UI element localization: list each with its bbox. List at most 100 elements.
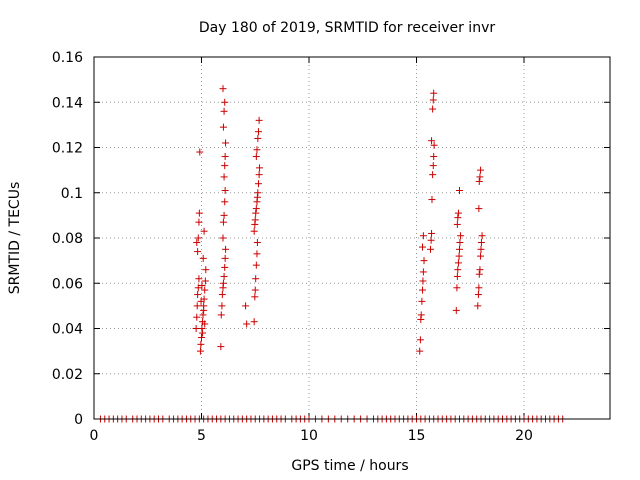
data-point — [475, 205, 483, 213]
data-point — [420, 257, 428, 265]
data-point — [194, 248, 202, 256]
data-point — [419, 268, 427, 276]
data-point — [419, 232, 427, 240]
data-point — [475, 177, 483, 185]
data-point — [193, 302, 201, 310]
data-point — [418, 297, 426, 305]
data-point — [195, 218, 203, 226]
data-point — [252, 209, 260, 217]
chart-title: Day 180 of 2019, SRMTID for receiver inv… — [199, 20, 495, 36]
x-tick-label: 10 — [300, 428, 318, 444]
data-point — [195, 209, 203, 217]
data-point — [255, 171, 263, 179]
data-point — [427, 236, 435, 244]
data-point — [430, 89, 438, 97]
x-tick-labels: 0 5 10 15 20 — [90, 428, 533, 444]
data-point — [429, 105, 437, 113]
data-point — [430, 153, 438, 161]
data-point — [253, 250, 261, 258]
data-point — [454, 209, 462, 217]
data-point — [476, 266, 484, 274]
x-tick-label: 20 — [515, 428, 533, 444]
data-point — [475, 284, 483, 292]
data-point — [198, 282, 206, 290]
data-point — [201, 320, 209, 328]
data-point — [218, 302, 226, 310]
data-point — [251, 286, 259, 294]
data-point — [477, 252, 485, 260]
data-point — [477, 239, 485, 247]
data-point — [430, 141, 438, 149]
y-tick-label: 0.16 — [52, 50, 83, 66]
y-tick-label: 0.02 — [52, 367, 83, 383]
data-point — [220, 211, 228, 219]
data-point — [252, 261, 260, 269]
y-tick-label: 0.1 — [61, 186, 83, 202]
data-point — [428, 229, 436, 237]
data-point — [253, 146, 261, 154]
data-point — [222, 245, 230, 253]
data-point — [254, 180, 262, 188]
x-tick-label: 5 — [197, 428, 206, 444]
data-point — [453, 220, 461, 228]
data-point — [195, 275, 203, 283]
data-point — [201, 286, 209, 294]
y-tick-label: 0.06 — [52, 276, 83, 292]
x-axis-label: GPS time / hours — [291, 458, 408, 474]
plot-frame — [93, 56, 611, 420]
data-point — [252, 153, 260, 161]
data-point — [454, 214, 462, 222]
data-point — [201, 277, 209, 285]
data-point — [254, 128, 262, 136]
data-point — [198, 334, 205, 342]
data-point — [429, 162, 437, 170]
data-point — [194, 234, 202, 242]
data-point — [429, 171, 437, 179]
data-point — [475, 270, 483, 278]
data-point — [200, 227, 208, 235]
data-point — [419, 286, 427, 294]
x-tick-label: 15 — [408, 428, 426, 444]
data-point — [477, 245, 485, 253]
data-point — [252, 275, 260, 283]
data-point — [477, 166, 485, 174]
y-tick-label: 0.14 — [52, 95, 83, 111]
data-point — [222, 139, 230, 147]
data-point — [474, 302, 482, 310]
data-point — [251, 293, 259, 301]
data-point — [193, 313, 201, 321]
data-point — [199, 311, 207, 319]
data-point — [253, 239, 261, 247]
data-point — [220, 173, 228, 181]
data-point — [219, 123, 227, 131]
data-point — [456, 245, 463, 253]
data-point — [251, 216, 259, 224]
data-point — [219, 279, 227, 287]
data-point — [217, 311, 225, 319]
data-point — [200, 306, 208, 314]
data-point — [252, 205, 260, 213]
data-point — [255, 116, 263, 124]
data-point — [419, 243, 427, 251]
data-point — [243, 320, 251, 328]
data-point — [218, 291, 226, 299]
data-point — [219, 85, 227, 93]
y-tick-label: 0.04 — [52, 322, 83, 338]
data-point — [476, 173, 484, 181]
y-tick-labels: 0 0.02 0.04 0.06 0.08 0.1 0.12 0.14 0.16 — [52, 50, 83, 428]
data-point — [221, 254, 229, 262]
data-point — [196, 347, 204, 355]
data-point — [220, 107, 228, 115]
y-tick-label: 0.12 — [52, 141, 83, 157]
data-point — [456, 186, 463, 194]
data-point — [221, 162, 229, 170]
data-point — [250, 227, 258, 235]
data-point — [419, 277, 427, 285]
data-point — [474, 291, 482, 299]
data-point — [426, 245, 434, 253]
data-point — [254, 134, 262, 142]
data-point — [220, 272, 228, 280]
data-point — [221, 263, 229, 271]
data-point — [219, 218, 227, 226]
data-point — [221, 98, 229, 106]
